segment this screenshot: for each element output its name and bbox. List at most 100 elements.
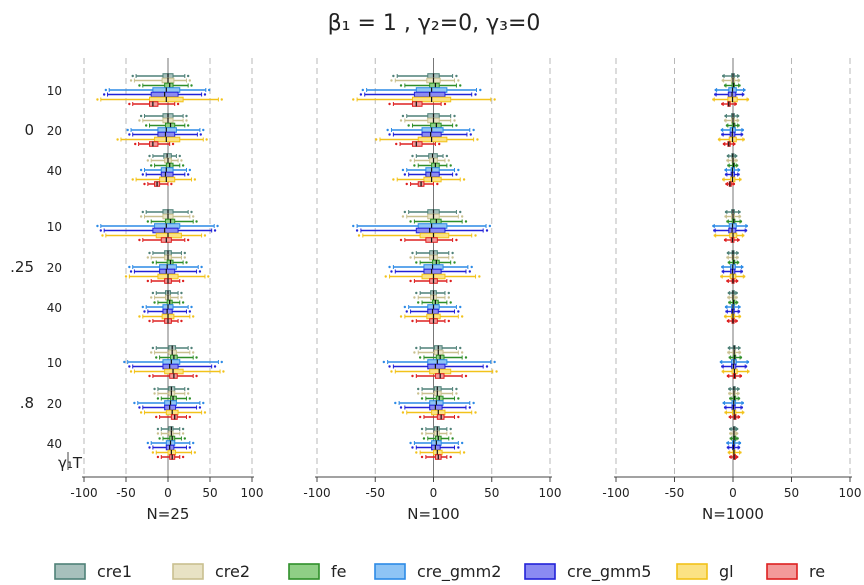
- box: [423, 176, 442, 183]
- y-tick-label: 10: [47, 220, 62, 234]
- outlier: [148, 251, 151, 255]
- outlier: [203, 93, 207, 96]
- outlier: [443, 102, 447, 106]
- outlier: [96, 98, 99, 101]
- y-tick-label: 10: [47, 356, 62, 370]
- outlier: [712, 224, 715, 228]
- box-cre2: [150, 294, 183, 301]
- box-cre_gmm5: [128, 363, 217, 370]
- outlier: [153, 392, 156, 395]
- outlier: [422, 437, 426, 440]
- legend-swatch-re: [766, 563, 798, 580]
- outlier: [401, 168, 405, 172]
- outlier: [143, 182, 146, 186]
- outlier: [726, 154, 730, 158]
- outlier: [216, 224, 219, 228]
- box-cre1: [148, 250, 186, 256]
- outlier: [415, 346, 418, 350]
- outlier: [134, 142, 137, 146]
- outlier: [181, 432, 185, 435]
- outlier: [451, 251, 454, 255]
- box-cre2: [726, 254, 739, 261]
- box-re: [138, 237, 190, 243]
- y-tick-label: 40: [47, 301, 62, 315]
- box-re: [726, 373, 743, 379]
- outlier: [746, 98, 750, 101]
- outlier: [203, 411, 207, 414]
- outlier: [190, 84, 193, 87]
- outlier: [738, 210, 741, 214]
- box-gl: [96, 96, 223, 103]
- x-tick-label: 0: [164, 486, 172, 500]
- outlier: [190, 305, 193, 309]
- outlier: [738, 84, 741, 87]
- outlier: [417, 387, 420, 391]
- box: [149, 101, 159, 107]
- outlier: [738, 315, 742, 318]
- outlier: [193, 178, 197, 181]
- outlier: [744, 365, 748, 368]
- box: [164, 368, 184, 375]
- box-re: [155, 414, 192, 420]
- box: [159, 268, 176, 275]
- box-cre_gmm5: [724, 171, 740, 178]
- outlier: [382, 360, 386, 364]
- outlier: [146, 279, 150, 283]
- legend-swatch-fe: [288, 563, 320, 580]
- outlier: [457, 79, 460, 82]
- outlier: [190, 210, 193, 214]
- outlier: [736, 164, 739, 167]
- outlier: [413, 351, 416, 354]
- outlier: [181, 427, 185, 431]
- outlier: [726, 279, 729, 283]
- outlier: [104, 88, 108, 92]
- outlier: [728, 356, 731, 359]
- outlier: [714, 93, 717, 96]
- outlier: [128, 265, 131, 269]
- outlier: [392, 178, 395, 181]
- outlier: [474, 234, 477, 237]
- outlier: [736, 256, 739, 259]
- box-cre1: [139, 113, 188, 119]
- outlier: [738, 215, 742, 218]
- outlier: [150, 296, 153, 299]
- outlier: [153, 387, 156, 391]
- outlier: [124, 275, 128, 278]
- outlier: [151, 451, 155, 454]
- outlier: [186, 387, 190, 391]
- outlier: [388, 102, 391, 106]
- outlier: [436, 182, 439, 186]
- outlier: [138, 315, 141, 318]
- outlier: [474, 411, 477, 414]
- box-cre_gmm5: [388, 131, 472, 138]
- x-tick-label: 50: [784, 486, 799, 500]
- outlier: [409, 159, 412, 162]
- box-cre_gmm5: [723, 404, 744, 411]
- outlier: [449, 164, 452, 167]
- x-tick-label: 0: [430, 486, 438, 500]
- outlier: [180, 159, 183, 162]
- box: [419, 232, 450, 239]
- outlier: [128, 365, 131, 368]
- box-cre_gmm2: [724, 167, 741, 173]
- box-cre_gmm2: [403, 304, 462, 310]
- outlier: [156, 397, 160, 400]
- outlier: [737, 124, 740, 127]
- outlier: [193, 451, 197, 454]
- outlier: [399, 119, 403, 122]
- outlier: [726, 256, 729, 259]
- outlier: [713, 234, 716, 237]
- outlier: [409, 220, 412, 223]
- box: [152, 227, 179, 234]
- outlier: [735, 154, 738, 158]
- box-cre_gmm5: [411, 444, 460, 451]
- box-cre_gmm2: [388, 264, 473, 270]
- outlier: [101, 234, 104, 237]
- box: [429, 82, 440, 89]
- box-gl: [723, 313, 742, 320]
- outlier: [420, 427, 424, 431]
- box: [411, 141, 423, 147]
- outlier: [411, 319, 414, 323]
- outlier: [359, 93, 363, 96]
- box: [159, 176, 176, 183]
